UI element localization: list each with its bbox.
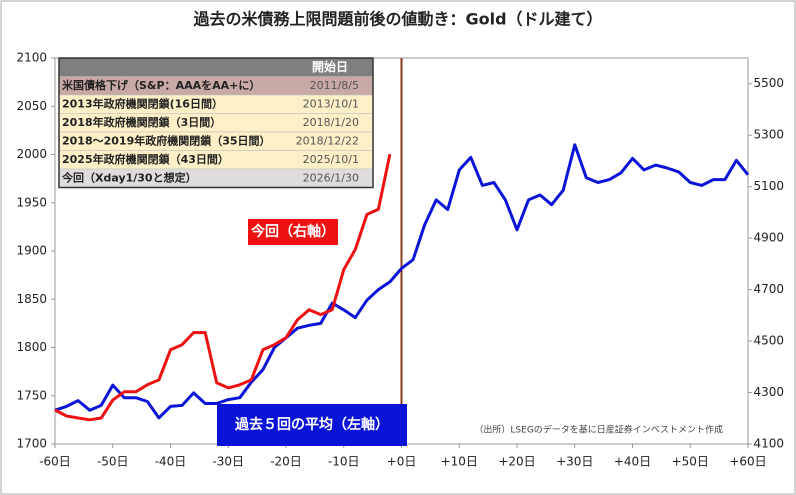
table-date: 2026/1/30 xyxy=(303,171,359,184)
table-date: 2018/1/20 xyxy=(303,116,359,129)
x-tick-label: +20日 xyxy=(498,455,535,469)
table-header xyxy=(59,58,373,77)
table-date: 2013/10/1 xyxy=(303,97,359,110)
y-tick-label: 1950 xyxy=(16,195,47,209)
y-tick-label: 1850 xyxy=(16,292,47,306)
x-tick-label: +60日 xyxy=(729,455,766,469)
table-header-label: 開始日 xyxy=(312,59,348,74)
y2-tick-label: 4300 xyxy=(753,385,784,399)
y2-tick-label: 5300 xyxy=(753,128,784,142)
table-date: 2025/10/1 xyxy=(303,153,359,166)
legend-box xyxy=(217,404,407,446)
x-tick-label: +0日 xyxy=(387,455,417,469)
table-event: 米国債格下げ（S&P：AAAをAA+に） xyxy=(61,78,260,92)
y-tick-label: 1700 xyxy=(16,437,47,451)
y2-tick-label: 5100 xyxy=(753,179,784,193)
table-event: 2018～2019年政府機関閉鎖（35日間） xyxy=(62,133,271,147)
series-line xyxy=(54,143,750,420)
x-tick-label: +30日 xyxy=(556,455,593,469)
x-tick-label: -40日 xyxy=(155,455,187,469)
chart-title: 過去の米債務上限問題前後の値動き：Gold（ドル建て） xyxy=(192,10,602,29)
source-note: （出所）LSEGのデータを基に日産証券インベストメント作成 xyxy=(474,424,723,436)
x-tick-label: +40日 xyxy=(614,455,651,469)
table-date: 2018/12/22 xyxy=(296,134,359,147)
table-event: 2025年政府機関閉鎖（43日間） xyxy=(62,152,229,166)
table-border xyxy=(58,57,374,189)
x-tick-label: -20日 xyxy=(270,455,302,469)
y-tick-label: 2050 xyxy=(16,99,47,113)
y2-tick-label: 4500 xyxy=(753,334,784,348)
table-date: 2011/8/5 xyxy=(310,79,359,92)
y-tick-label: 1900 xyxy=(16,244,47,258)
table-event: 2018年政府機関閉鎖（3日間） xyxy=(62,115,221,129)
y-tick-label: 1750 xyxy=(16,388,47,402)
table-event: 2013年政府機関閉鎖(16日間） xyxy=(62,96,223,110)
x-tick-label: -60日 xyxy=(39,455,71,469)
legend-label: 過去５回の平均（左軸） xyxy=(234,416,389,433)
y2-tick-label: 4700 xyxy=(753,282,784,296)
y-tick-label: 2100 xyxy=(16,51,47,65)
y2-tick-label: 5500 xyxy=(753,76,784,90)
series-line xyxy=(54,153,392,422)
legend-label: 今回（右軸） xyxy=(250,223,335,240)
y2-tick-label: 4900 xyxy=(753,231,784,245)
y2-tick-label: 4100 xyxy=(753,437,784,451)
x-tick-label: -30日 xyxy=(212,455,244,469)
y-tick-label: 2000 xyxy=(16,147,47,161)
x-tick-label: -10日 xyxy=(328,455,360,469)
x-tick-label: +50日 xyxy=(672,455,709,469)
x-tick-label: -50日 xyxy=(97,455,129,469)
legend-box xyxy=(248,219,338,245)
table-event: 今回（Xday1/30と想定） xyxy=(61,170,197,184)
x-tick-label: +10日 xyxy=(441,455,478,469)
y-tick-label: 1800 xyxy=(16,340,47,354)
